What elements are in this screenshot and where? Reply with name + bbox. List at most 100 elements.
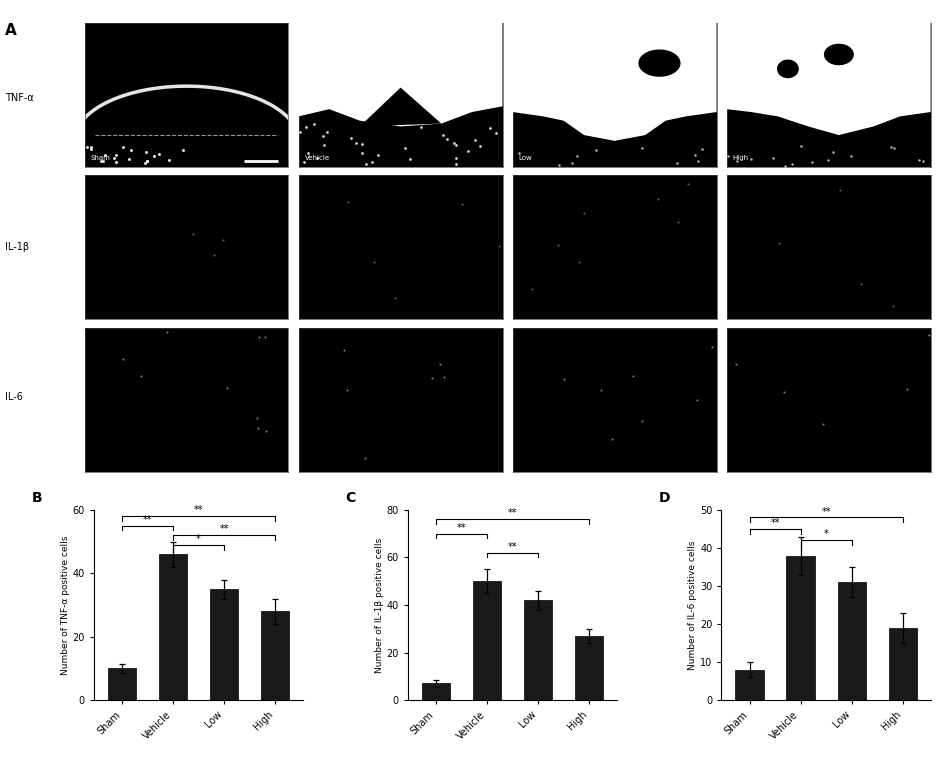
Bar (787, 556, 815, 700)
Point (176, 144, 191, 156)
Point (821, 154, 836, 167)
Point (435, 129, 450, 142)
Point (358, 158, 373, 170)
Bar (261, 611, 290, 700)
Point (525, 283, 540, 295)
Point (367, 256, 382, 268)
Point (138, 145, 153, 158)
Bar (735, 670, 763, 700)
Point (576, 208, 591, 220)
Point (316, 130, 331, 142)
Point (594, 384, 609, 396)
Y-axis label: Number of IL-1β positive cells: Number of IL-1β positive cells (374, 537, 384, 673)
Point (340, 196, 355, 208)
Point (687, 149, 702, 161)
Point (793, 140, 808, 152)
Text: Sham: Sham (91, 155, 111, 161)
Text: *: * (823, 530, 828, 540)
Point (570, 150, 585, 162)
Point (511, 147, 526, 159)
Point (492, 240, 507, 252)
Point (721, 150, 736, 162)
Text: Vehicle: Vehicle (305, 155, 330, 161)
Point (364, 156, 379, 168)
Point (777, 160, 792, 172)
Point (625, 370, 640, 382)
Point (552, 159, 567, 171)
Point (301, 147, 316, 159)
Text: *: * (196, 533, 201, 544)
Point (854, 279, 869, 291)
Point (455, 199, 470, 211)
Point (344, 132, 359, 145)
Bar (838, 582, 866, 700)
Point (107, 151, 122, 164)
Point (744, 154, 759, 166)
Bar (473, 581, 501, 700)
Point (448, 158, 463, 170)
Point (320, 126, 335, 139)
Point (815, 418, 830, 430)
Point (572, 256, 587, 268)
Point (670, 216, 685, 228)
Point (446, 136, 462, 148)
Point (292, 126, 307, 138)
Polygon shape (299, 23, 503, 126)
Point (116, 352, 131, 365)
Point (784, 158, 799, 170)
Point (885, 300, 901, 312)
Point (634, 416, 650, 428)
Text: High: High (733, 155, 749, 161)
Point (695, 143, 710, 155)
Point (436, 371, 451, 384)
Polygon shape (824, 44, 854, 65)
Text: TNF-α: TNF-α (5, 93, 34, 103)
Point (207, 249, 222, 261)
Point (690, 394, 705, 406)
Point (922, 329, 937, 341)
Polygon shape (639, 50, 680, 76)
Polygon shape (777, 60, 798, 78)
Point (147, 150, 162, 162)
Text: **: ** (508, 508, 517, 518)
Point (705, 342, 720, 354)
Point (550, 239, 565, 251)
Point (160, 326, 175, 338)
Point (387, 291, 402, 304)
Text: IL-1β: IL-1β (5, 242, 29, 253)
Text: **: ** (143, 514, 152, 525)
Point (766, 151, 781, 164)
Point (472, 140, 487, 152)
Point (298, 122, 313, 134)
Point (482, 122, 497, 134)
Point (108, 148, 123, 161)
Point (588, 145, 603, 157)
Point (604, 432, 619, 444)
Point (252, 330, 267, 342)
Point (84, 142, 99, 154)
Polygon shape (512, 23, 716, 141)
Point (886, 142, 901, 154)
Point (139, 155, 154, 167)
Point (220, 382, 235, 394)
Point (440, 133, 455, 145)
Point (833, 184, 848, 196)
Point (306, 118, 321, 130)
Point (772, 237, 787, 249)
Point (123, 145, 138, 157)
Point (912, 154, 927, 166)
Point (413, 121, 428, 133)
Point (83, 143, 98, 155)
Bar (888, 628, 916, 700)
Y-axis label: Number of TNF-α positive cells: Number of TNF-α positive cells (61, 535, 70, 675)
Point (448, 139, 463, 151)
Point (98, 149, 113, 161)
Point (884, 142, 899, 154)
Point (216, 234, 231, 246)
Point (349, 137, 364, 149)
Point (151, 148, 166, 160)
Point (339, 384, 354, 396)
Point (354, 139, 369, 151)
Text: **: ** (457, 523, 466, 533)
Polygon shape (727, 23, 931, 135)
